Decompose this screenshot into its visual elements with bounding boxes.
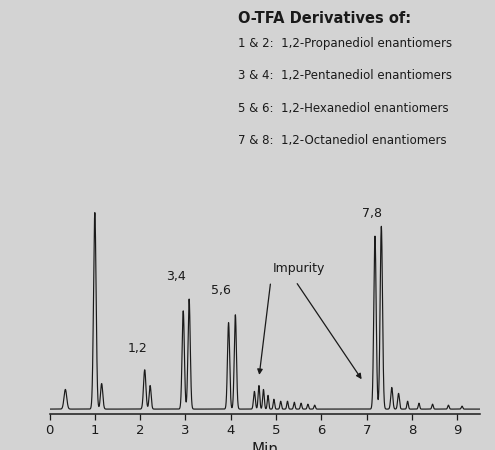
Text: O-TFA Derivatives of:: O-TFA Derivatives of:	[238, 11, 411, 26]
Text: 1 & 2:  1,2-Propanediol enantiomers: 1 & 2: 1,2-Propanediol enantiomers	[238, 37, 452, 50]
X-axis label: Min: Min	[251, 441, 278, 450]
Text: 3 & 4:  1,2-Pentanediol enantiomers: 3 & 4: 1,2-Pentanediol enantiomers	[238, 69, 451, 82]
Text: 7 & 8:  1,2-Octanediol enantiomers: 7 & 8: 1,2-Octanediol enantiomers	[238, 134, 446, 147]
Text: Impurity: Impurity	[273, 262, 325, 275]
Text: 5,6: 5,6	[211, 284, 231, 297]
Text: 1,2: 1,2	[128, 342, 148, 355]
Text: 3,4: 3,4	[166, 270, 186, 284]
Text: 7,8: 7,8	[362, 207, 382, 220]
Text: 5 & 6:  1,2-Hexanediol enantiomers: 5 & 6: 1,2-Hexanediol enantiomers	[238, 102, 448, 115]
